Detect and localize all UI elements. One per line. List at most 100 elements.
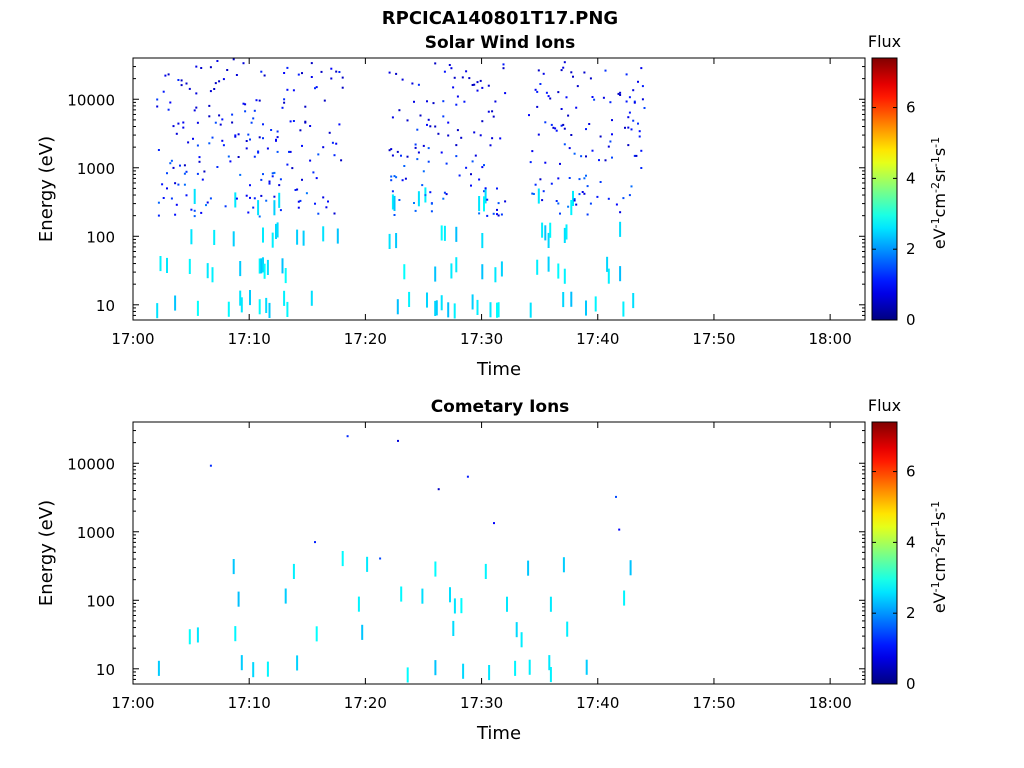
flux-cell <box>196 300 199 316</box>
colorbar-title: Flux <box>868 32 901 51</box>
flux-cell <box>537 188 540 204</box>
flux-cell <box>242 62 245 65</box>
flux-cell <box>247 133 250 136</box>
flux-cell <box>458 174 461 177</box>
flux-cell <box>286 301 289 317</box>
flux-cell <box>541 222 544 238</box>
flux-cell <box>455 257 458 273</box>
flux-cell <box>447 302 450 318</box>
flux-cell <box>629 560 632 576</box>
flux-cell <box>588 123 591 125</box>
flux-cell <box>445 162 448 165</box>
flux-cell <box>570 200 573 216</box>
flux-cell <box>465 70 468 73</box>
flux-cell <box>504 200 507 203</box>
flux-cell <box>585 128 587 131</box>
flux-cell <box>296 229 299 245</box>
flux-cell <box>489 302 492 318</box>
flux-cell <box>497 214 500 217</box>
flux-cell <box>252 206 255 209</box>
flux-cell <box>549 596 552 612</box>
flux-cell <box>232 559 235 575</box>
flux-cell <box>427 118 430 121</box>
flux-cell <box>404 177 407 180</box>
flux-cell <box>201 178 204 181</box>
flux-cell <box>536 90 539 93</box>
flux-cell <box>317 153 320 156</box>
flux-cell <box>606 256 609 272</box>
flux-cell <box>531 192 534 195</box>
flux-cell <box>213 229 216 245</box>
spectrogram-cometary <box>157 435 632 683</box>
flux-cell <box>406 667 409 683</box>
flux-cell <box>245 194 248 197</box>
flux-cell <box>292 120 295 122</box>
flux-cell <box>258 99 261 102</box>
flux-cell <box>169 162 172 165</box>
flux-cell <box>398 109 401 112</box>
flux-cell <box>607 268 610 284</box>
flux-cell <box>559 212 561 215</box>
flux-cell <box>162 197 165 199</box>
flux-cell <box>180 84 183 87</box>
flux-cell <box>156 303 159 319</box>
flux-cell <box>481 166 484 169</box>
flux-cell <box>288 150 290 153</box>
flux-cell <box>419 114 422 117</box>
flux-cell <box>192 137 194 140</box>
x-tick-label: 18:00 <box>809 330 852 348</box>
flux-cell <box>549 97 552 100</box>
flux-cell <box>245 147 248 150</box>
flux-cell <box>583 71 586 74</box>
flux-cell <box>573 152 576 155</box>
flux-cell <box>572 75 574 78</box>
flux-cell <box>573 198 576 200</box>
flux-cell <box>479 79 482 82</box>
flux-cell <box>529 302 532 318</box>
flux-cell <box>424 194 427 197</box>
colorbar-title: Flux <box>868 396 901 415</box>
flux-cell <box>338 71 341 73</box>
flux-cell <box>188 87 191 90</box>
flux-cell <box>249 290 251 306</box>
flux-cell <box>232 231 235 247</box>
flux-cell <box>478 212 481 215</box>
x-tick-label: 17:10 <box>228 694 271 712</box>
colorbar-unit-label: eV-1cm-2sr-1s-1 <box>929 501 950 613</box>
flux-cell <box>486 198 489 201</box>
flux-cell <box>448 64 451 66</box>
flux-cell <box>333 212 336 215</box>
flux-cell <box>275 223 277 239</box>
flux-cell <box>361 624 364 640</box>
flux-cell <box>200 67 203 69</box>
flux-cell <box>258 299 261 315</box>
flux-cell <box>391 194 394 210</box>
flux-cell <box>599 135 602 138</box>
flux-cell <box>286 88 289 91</box>
flux-cell <box>395 233 398 249</box>
flux-cell <box>164 74 167 77</box>
flux-cell <box>440 225 443 241</box>
flux-cell <box>193 109 196 112</box>
flux-cell <box>602 96 605 99</box>
x-tick-label: 17:50 <box>692 694 735 712</box>
flux-cell <box>262 137 264 140</box>
flux-cell <box>537 69 540 72</box>
flux-cell <box>447 121 450 124</box>
flux-cell <box>478 196 481 212</box>
panel-title-solar-wind: Solar Wind Ions <box>425 33 576 53</box>
flux-cell <box>196 627 199 643</box>
flux-cell <box>200 211 203 214</box>
x-tick-label: 17:30 <box>460 330 503 348</box>
flux-cell <box>545 91 548 94</box>
flux-cell <box>175 132 178 135</box>
flux-cell <box>432 102 435 105</box>
flux-cell <box>185 194 188 197</box>
flux-cell <box>563 127 566 130</box>
flux-cell <box>492 115 495 118</box>
flux-cell <box>266 661 269 677</box>
flux-cell <box>622 197 625 200</box>
flux-cell <box>179 164 181 167</box>
flux-cell <box>617 92 620 95</box>
flux-cell <box>520 632 523 648</box>
